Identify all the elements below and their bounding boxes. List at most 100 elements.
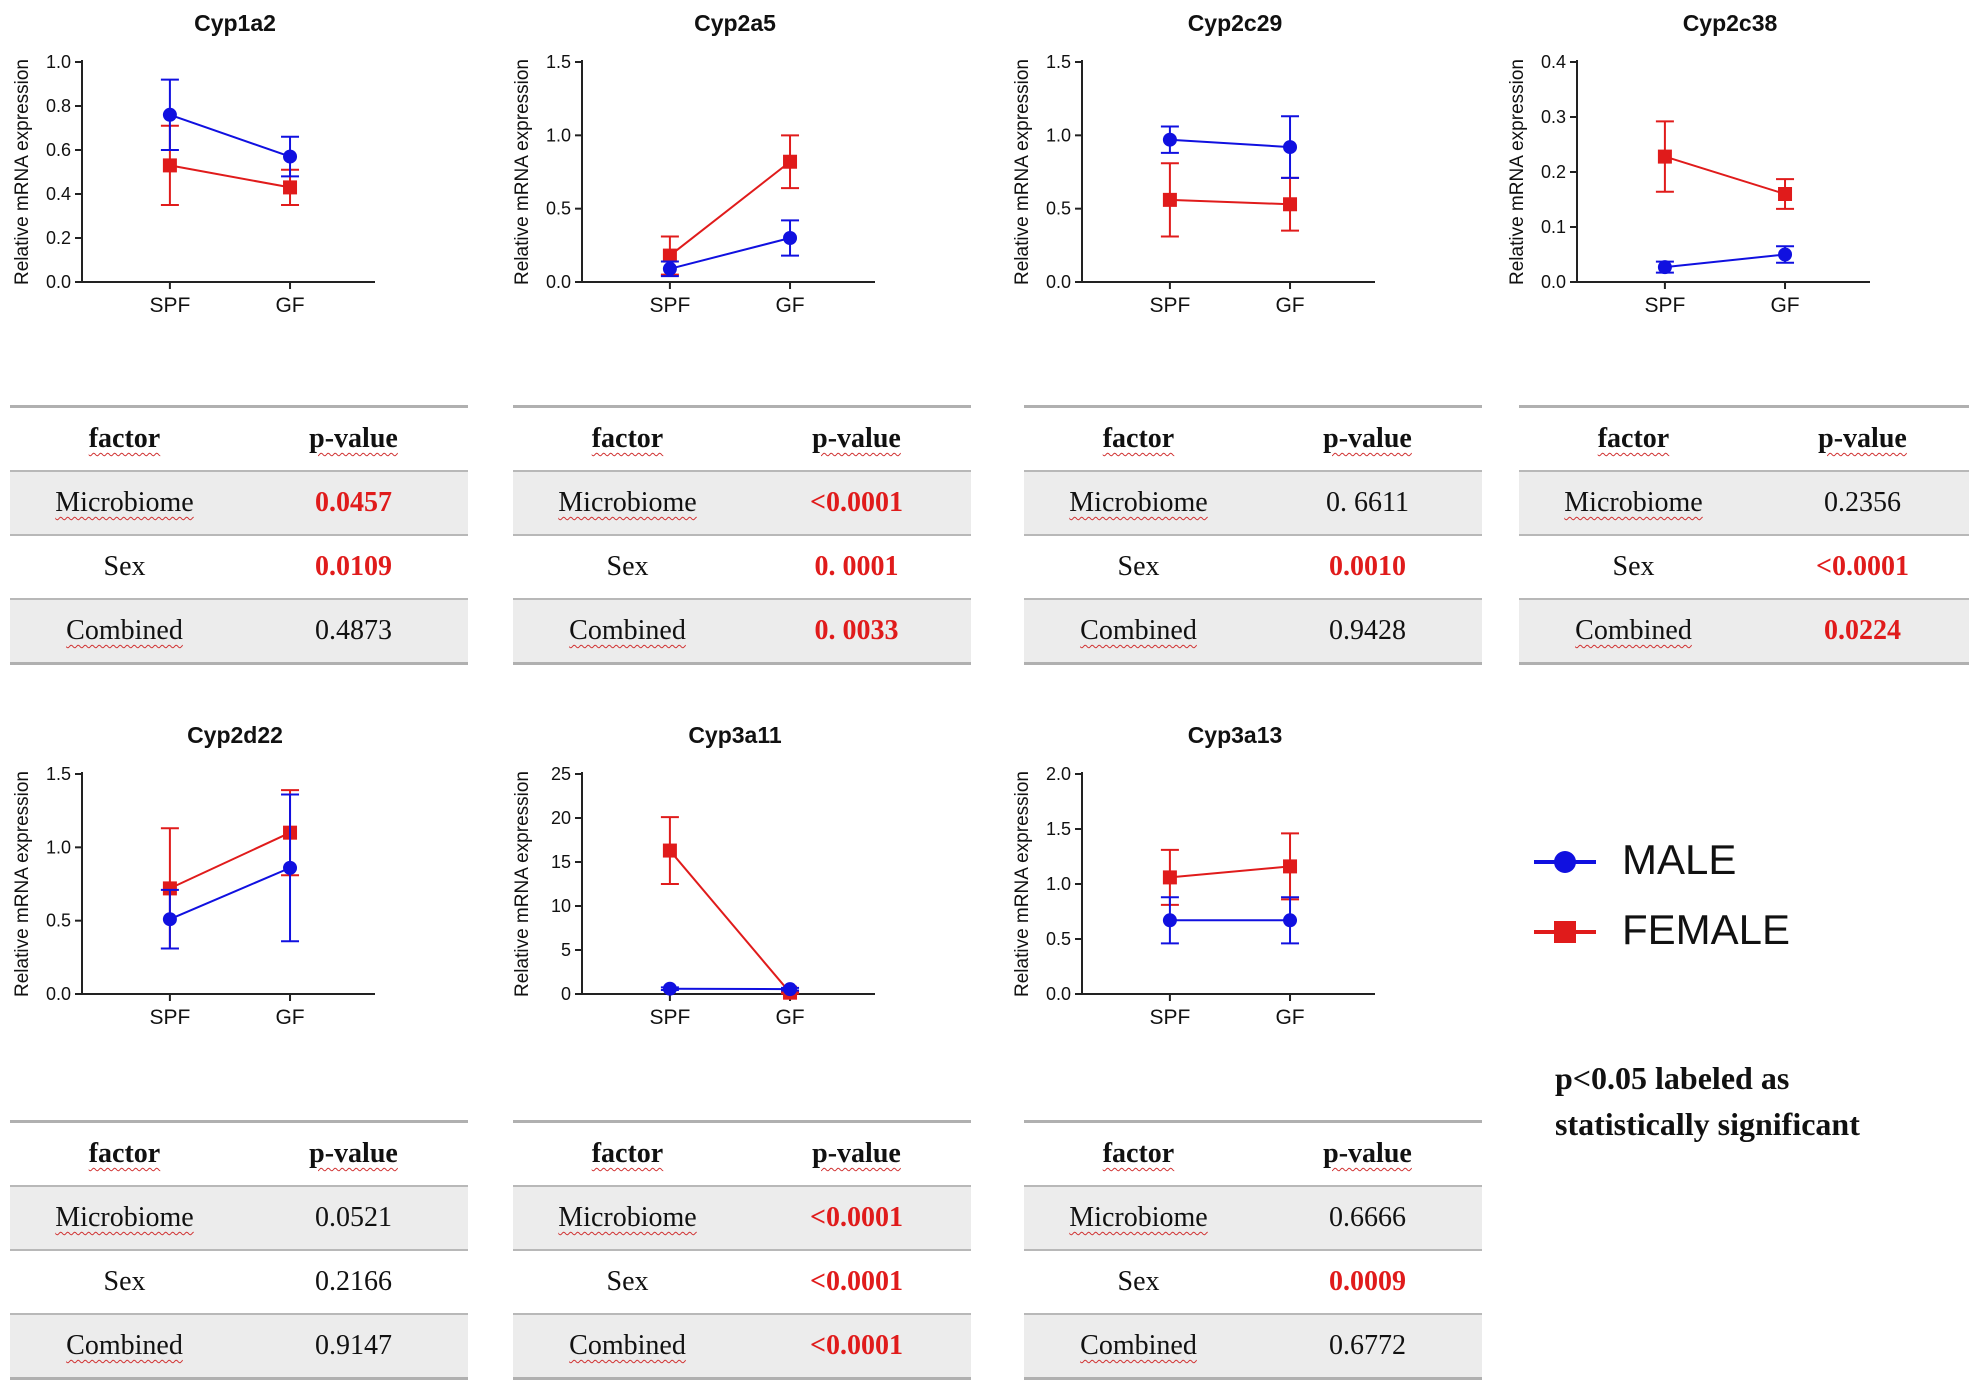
y-tick-label: 0.0: [1541, 272, 1566, 292]
y-axis-label: Relative mRNA expression: [1507, 59, 1528, 285]
data-point-female: [1283, 197, 1297, 211]
pvalue-cell: 0. 6611: [1253, 471, 1482, 535]
y-tick-label: 0.0: [46, 984, 71, 1004]
y-tick-label: 10: [551, 896, 571, 916]
factor-cell: Sex: [513, 535, 742, 599]
series-line-female: [170, 833, 290, 889]
x-tick-label: GF: [775, 1006, 804, 1029]
legend-label-male: MALE: [1622, 835, 1736, 885]
table-row: Sex<0.0001: [1519, 535, 1969, 599]
pvalue-cell: 0.9428: [1253, 599, 1482, 664]
y-axis-label: Relative mRNA expression: [512, 59, 533, 285]
pvalue-cell: 0.2356: [1748, 471, 1969, 535]
chart-title: Cyp2c29: [1000, 10, 1470, 37]
factor-cell: Sex: [1519, 535, 1748, 599]
factor-cell: Microbiome: [10, 471, 239, 535]
table-header-factor: factor: [10, 1122, 239, 1187]
series-line-female: [1170, 866, 1290, 877]
table-header-pvalue: p-value: [239, 1122, 468, 1187]
factor-label: Sex: [104, 1266, 146, 1297]
table-header-factor: factor: [513, 1122, 742, 1187]
chart-title: Cyp3a13: [1000, 722, 1470, 749]
table-row: Sex 0.2166: [10, 1250, 468, 1314]
y-tick-label: 0.5: [1046, 929, 1071, 949]
factor-cell: Combined: [10, 599, 239, 664]
table-header-factor: factor: [1519, 407, 1748, 472]
y-tick-label: 0.4: [46, 184, 71, 204]
data-point-male: [783, 231, 797, 245]
y-tick-label: 0.0: [46, 272, 71, 292]
pvalue-cell: 0.0224: [1748, 599, 1969, 664]
chart-title: Cyp2d22: [0, 722, 470, 749]
factor-cell: Sex: [1024, 1250, 1253, 1314]
factor-cell: Microbiome: [10, 1186, 239, 1250]
table-header-pvalue: p-value: [1253, 1122, 1482, 1187]
legend: MALE FEMALE: [1530, 835, 1950, 955]
data-point-female: [1163, 193, 1177, 207]
x-tick-label: SPF: [149, 294, 190, 317]
table-header-pvalue-text: p-value: [812, 423, 901, 454]
pvalue-cell: 0.2166: [239, 1250, 468, 1314]
y-tick-label: 0.6: [46, 140, 71, 160]
data-point-male: [283, 150, 297, 164]
factor-cell: Sex: [1024, 535, 1253, 599]
data-point-female: [283, 180, 297, 194]
y-tick-label: 1.0: [546, 125, 571, 145]
factor-label: Microbiome: [558, 487, 696, 518]
series-line-male: [1665, 255, 1785, 268]
table-header-pvalue-text: p-value: [1323, 423, 1412, 454]
pvalue-cell: 0.0009: [1253, 1250, 1482, 1314]
factor-label: Sex: [1118, 1266, 1160, 1297]
table-header-pvalue: p-value: [239, 407, 468, 472]
y-axis-label: Relative mRNA expression: [12, 771, 33, 997]
y-tick-label: 0.0: [1046, 272, 1071, 292]
chart-title: Cyp2a5: [500, 10, 970, 37]
x-tick-label: GF: [1275, 1006, 1304, 1029]
table-row: Microbiome<0.0001: [513, 471, 971, 535]
factor-label: Microbiome: [55, 487, 193, 518]
series-line-female: [1170, 200, 1290, 204]
table-header-row: factor p-value: [10, 1122, 468, 1187]
series-line-male: [1170, 140, 1290, 147]
data-point-female: [163, 158, 177, 172]
pvalue-cell: 0.9147: [239, 1314, 468, 1379]
significance-note: p<0.05 labeled as statistically signific…: [1555, 1055, 1955, 1147]
table-header-factor-text: factor: [89, 1138, 161, 1169]
data-point-male: [163, 912, 177, 926]
table-header-factor-text: factor: [1103, 1138, 1175, 1169]
series-line-male: [170, 115, 290, 157]
data-point-male: [283, 861, 297, 875]
y-tick-label: 0.4: [1541, 52, 1566, 72]
y-tick-label: 5: [561, 940, 571, 960]
x-tick-label: GF: [275, 294, 304, 317]
table-header-pvalue: p-value: [1748, 407, 1969, 472]
pvalue-cell: <0.0001: [1748, 535, 1969, 599]
factor-label: Combined: [569, 615, 686, 646]
table-header-factor-text: factor: [1103, 423, 1175, 454]
y-tick-label: 0.2: [1541, 162, 1566, 182]
factor-label: Combined: [66, 615, 183, 646]
factor-cell: Combined: [10, 1314, 239, 1379]
y-tick-label: 0.5: [1046, 199, 1071, 219]
y-tick-label: 15: [551, 852, 571, 872]
y-axis-label: Relative mRNA expression: [1012, 59, 1033, 285]
data-point-male: [1283, 913, 1297, 927]
x-tick-label: GF: [775, 294, 804, 317]
factor-cell: Microbiome: [513, 1186, 742, 1250]
